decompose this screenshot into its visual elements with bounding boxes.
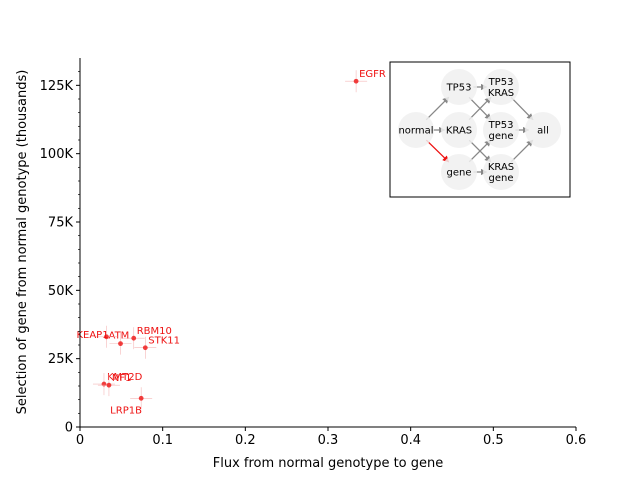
inset-edge [468,96,492,121]
point-label: KMT2D [107,372,143,383]
inset-node-label: KRAS [446,126,472,137]
inset-node-label: TP53 KRAS [488,77,515,99]
data-point [142,345,148,351]
inset-node [441,112,477,148]
y-tick-label: 0 [65,421,73,436]
inset-node-label: TP53 gene [488,120,514,142]
data-point [131,335,137,341]
y-axis-label: Selection of gene from normal genotype (… [15,70,30,415]
y-tick-label: 125K [40,79,74,94]
point-label: LRP1B [110,405,142,416]
y-tick-label: 100K [40,147,74,162]
inset-node-label: TP53 [446,83,472,94]
point-label: RBM10 [137,326,172,337]
point-label: ATM [109,331,130,342]
axes: 0 0.1 0.2 0.3 0.4 0.5 0.6 0 25K 50K 75K 100K 125K [40,58,587,448]
inset-node-label: all [537,126,549,137]
x-tick-label: 0.2 [235,433,256,448]
inset-edge [510,139,534,163]
inset-node [441,154,477,190]
data-point [104,334,109,340]
x-axis-label: Flux from normal genotype to gene [213,456,444,471]
y-tick-label: 75K [48,216,74,231]
inset-edge [468,139,492,163]
data-point [101,381,107,387]
data-point [138,395,144,401]
y-tick-label: 50K [48,284,74,299]
point-label: EGFR [359,69,386,80]
x-tick-label: 0.1 [152,433,173,448]
data-point [353,78,359,84]
inset-node-label: normal [398,126,433,137]
inset-edge [425,96,450,121]
inset-node-label: gene [447,168,472,179]
inset-node [483,69,519,105]
inset-node [483,112,519,148]
inset-node [525,112,561,148]
x-tick-label: 0.6 [566,433,587,448]
y-tick-label: 25K [48,352,74,367]
data-point [118,341,123,347]
x-tick-label: 0.3 [318,433,339,448]
inset-node [398,112,434,148]
x-tick-label: 0.5 [483,433,504,448]
data-point [106,382,112,388]
x-tick-label: 0 [76,433,84,448]
point-label: STK11 [148,336,180,347]
x-tick-label: 0.4 [400,433,421,448]
point-label: NF1 [112,373,132,384]
inset-edge [510,96,534,121]
inset-node [483,154,519,190]
point-label: KEAP1 [76,330,108,341]
inset-edge [425,139,450,163]
inset-node [441,69,477,105]
inset-node-label: KRAS gene [488,162,514,184]
